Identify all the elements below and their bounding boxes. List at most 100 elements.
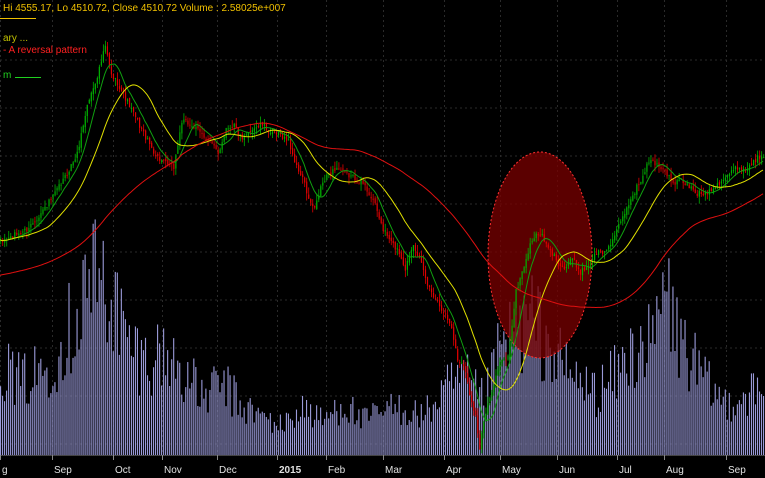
volume-bar (648, 304, 650, 455)
candle-up (523, 265, 525, 274)
volume-bar (177, 360, 179, 455)
volume-bar (205, 388, 207, 455)
volume-bar (519, 305, 521, 455)
volume-bar (301, 395, 304, 455)
candle-up (676, 178, 678, 190)
volume-bar (549, 347, 551, 455)
candle-up (493, 383, 495, 396)
volume-bar (674, 351, 676, 455)
volume-bar (710, 405, 712, 455)
candle-down (434, 294, 437, 301)
volume-bar (275, 425, 277, 455)
volume-bar (48, 397, 50, 455)
candle-up (96, 76, 98, 88)
candle-up (628, 198, 630, 215)
volume-bar (622, 346, 624, 455)
candle-up (287, 133, 290, 141)
candle-down (197, 120, 199, 131)
volume-bar (175, 378, 177, 455)
volume-bar (291, 420, 294, 455)
volume-bar (696, 384, 698, 455)
volume-bar (217, 375, 219, 455)
candle-down (422, 254, 425, 276)
volume-bar (746, 415, 748, 455)
volume-bar (702, 377, 704, 455)
candle-up (622, 211, 624, 226)
candle-down (652, 157, 654, 162)
candle-up (259, 116, 262, 135)
volume-bar (126, 337, 128, 455)
candle-up (384, 223, 386, 237)
volume-bar (314, 419, 316, 455)
volume-bar (287, 413, 289, 455)
volume-bar (316, 405, 318, 455)
volume-bar (620, 372, 622, 455)
candle-down (368, 187, 370, 196)
volume-bar (78, 349, 80, 455)
volume-bar (189, 388, 191, 455)
volume-bar (616, 398, 618, 455)
candle-down (257, 124, 259, 129)
candle-down (66, 168, 68, 179)
volume-bar (94, 219, 96, 455)
volume-bar (340, 404, 342, 455)
volume-bar (511, 336, 513, 455)
volume-bar (130, 355, 132, 455)
volume-bar (716, 399, 718, 455)
volume-bar (102, 240, 104, 455)
volume-bar (28, 403, 30, 455)
candle-up (630, 196, 632, 210)
volume-bar (136, 328, 138, 455)
volume-bar (700, 366, 702, 455)
volume-bar (352, 396, 354, 455)
volume-bar (336, 411, 338, 455)
candle-down (165, 151, 167, 169)
volume-bar (392, 413, 394, 455)
volume-bar (420, 404, 422, 455)
candle-up (352, 174, 354, 178)
candle-down (378, 209, 380, 220)
candle-down (400, 249, 402, 260)
candle-up (318, 189, 320, 203)
volume-bar (213, 366, 215, 455)
candle-up (698, 189, 700, 204)
candle-up (233, 122, 235, 133)
candle-down (696, 189, 698, 198)
candle-up (161, 159, 163, 164)
ohlc-readout: Hi 4555.17, Lo 4510.72, Close 4510.72 Vo… (3, 3, 286, 14)
candle-up (585, 260, 588, 271)
candle-up (181, 120, 183, 140)
candle-down (551, 247, 553, 261)
candle-up (46, 206, 48, 211)
candle-up (82, 124, 84, 134)
volume-bar (366, 408, 368, 455)
volume-bar (595, 417, 597, 455)
candle-down (292, 142, 294, 157)
volume-bar (535, 340, 537, 455)
candle-up (497, 366, 499, 376)
x-tick-label: Apr (446, 465, 462, 476)
volume-bar (245, 423, 247, 455)
candle-down (436, 296, 439, 303)
candle-down (555, 251, 557, 263)
candle-down (440, 301, 443, 314)
volume-bar (124, 319, 126, 455)
candle-down (167, 155, 169, 167)
candle-down (143, 124, 145, 137)
candle-down (134, 112, 137, 123)
candle-up (195, 121, 197, 136)
volume-bar (165, 375, 167, 455)
volume-bar (722, 396, 724, 455)
volume-bar (752, 373, 755, 455)
volume-bar (646, 362, 648, 455)
candle-up (686, 180, 688, 186)
candle-down (692, 179, 694, 192)
candle-down (215, 141, 217, 150)
candle-up (225, 127, 227, 141)
candle-down (235, 118, 237, 128)
volume-bar (195, 367, 197, 455)
candle-down (573, 251, 576, 261)
candle-down (330, 166, 332, 180)
candle-up (511, 319, 513, 347)
